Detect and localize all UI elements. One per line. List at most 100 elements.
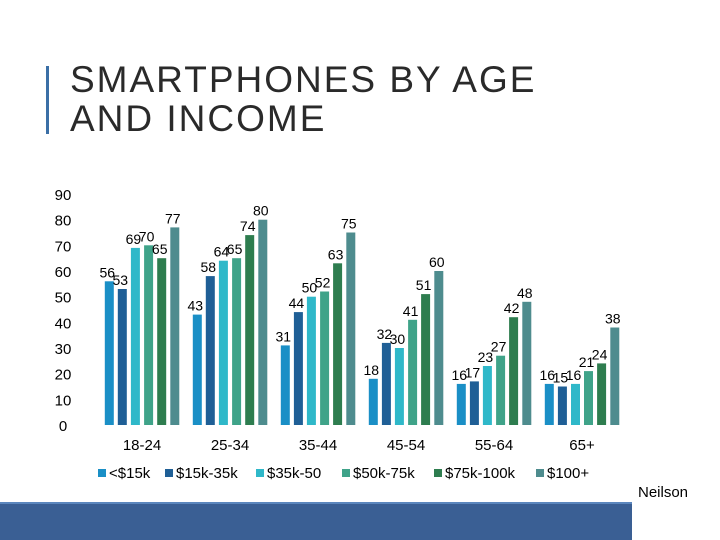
legend-label: $50k-75k xyxy=(353,465,415,482)
bar xyxy=(157,258,167,425)
data-label: 24 xyxy=(592,346,608,362)
data-label: 52 xyxy=(315,275,331,291)
data-label: 31 xyxy=(276,328,292,344)
x-category-label: 25-34 xyxy=(211,437,249,454)
data-label: 53 xyxy=(113,272,129,288)
y-tick-label: 40 xyxy=(55,315,72,332)
y-tick-label: 70 xyxy=(55,238,72,255)
data-label: 50 xyxy=(302,280,318,296)
bar xyxy=(584,371,593,425)
data-label: 48 xyxy=(517,285,533,301)
legend-swatch xyxy=(536,469,544,477)
data-label: 74 xyxy=(240,218,256,234)
data-label: 65 xyxy=(152,241,168,257)
bar xyxy=(130,247,140,425)
bar xyxy=(456,383,466,425)
bar xyxy=(522,301,532,425)
legend-label: <$15k xyxy=(109,465,151,482)
data-label: 41 xyxy=(403,303,419,319)
bar xyxy=(482,366,492,425)
data-label: 16 xyxy=(452,367,468,383)
x-category-label: 18-24 xyxy=(123,437,161,454)
data-label: 16 xyxy=(540,367,556,383)
bar xyxy=(320,291,330,425)
data-label: 15 xyxy=(553,370,569,386)
data-label: 42 xyxy=(504,300,520,316)
x-category-label: 65+ xyxy=(569,437,595,454)
bar xyxy=(258,219,268,425)
legend-label: $35k-50 xyxy=(267,465,321,482)
y-tick-label: 60 xyxy=(55,264,72,281)
bar xyxy=(232,258,242,425)
data-label: 27 xyxy=(491,339,507,355)
bar xyxy=(610,327,620,425)
legend-swatch xyxy=(98,469,106,477)
title-accent-bar xyxy=(46,66,49,134)
source-credit: Neilson xyxy=(638,484,689,501)
footer-band xyxy=(0,502,720,540)
data-label: 18 xyxy=(364,362,380,378)
data-label: 43 xyxy=(188,298,204,314)
bar xyxy=(293,312,303,425)
data-label: 44 xyxy=(289,295,305,311)
bar xyxy=(218,260,228,425)
bar xyxy=(434,271,444,425)
data-label: 65 xyxy=(227,241,243,257)
y-tick-label: 80 xyxy=(55,213,72,230)
bar xyxy=(104,281,114,425)
legend-label: $100+ xyxy=(547,465,589,482)
bar xyxy=(205,276,215,425)
data-label: 16 xyxy=(566,367,582,383)
y-tick-label: 0 xyxy=(59,418,67,435)
bar xyxy=(144,245,154,425)
legend-swatch xyxy=(165,469,173,477)
y-tick-label: 30 xyxy=(55,341,72,358)
page-title: SMARTPHONES BY AGE AND INCOME xyxy=(70,59,537,139)
bar xyxy=(394,348,404,425)
y-tick-label: 90 xyxy=(55,187,72,204)
x-category-label: 55-64 xyxy=(475,437,513,454)
bar xyxy=(469,381,479,425)
data-label: 64 xyxy=(214,244,230,260)
data-label: 56 xyxy=(100,264,116,280)
bar xyxy=(117,289,127,425)
y-tick-label: 10 xyxy=(55,392,72,409)
bar xyxy=(557,386,567,425)
bar xyxy=(597,363,607,425)
bar xyxy=(544,383,554,425)
bar xyxy=(509,317,519,425)
data-label: 80 xyxy=(253,203,269,219)
legend-swatch xyxy=(342,469,350,477)
data-label: 30 xyxy=(390,331,406,347)
bar xyxy=(381,342,391,425)
legend-swatch xyxy=(256,469,264,477)
data-label: 23 xyxy=(478,349,494,365)
data-label: 51 xyxy=(416,277,432,293)
legend-label: $75k-100k xyxy=(445,465,516,482)
data-label: 75 xyxy=(341,216,357,232)
bar xyxy=(245,235,255,425)
data-label: 38 xyxy=(605,311,621,327)
data-label: 32 xyxy=(377,326,393,342)
data-label: 63 xyxy=(328,246,344,262)
footer-gap xyxy=(632,502,720,540)
bar xyxy=(192,314,202,425)
bar xyxy=(346,232,356,425)
data-label: 17 xyxy=(465,364,481,380)
data-label: 58 xyxy=(201,259,217,275)
data-label: 70 xyxy=(139,228,155,244)
bar xyxy=(280,345,290,425)
bar xyxy=(408,319,418,425)
data-label: 69 xyxy=(126,231,142,247)
footer-strip xyxy=(0,502,720,504)
bar xyxy=(170,227,180,425)
bar xyxy=(368,378,378,425)
y-tick-label: 20 xyxy=(55,367,72,384)
data-label: 77 xyxy=(165,210,181,226)
legend-label: $15k-35k xyxy=(176,465,238,482)
bar xyxy=(306,296,316,425)
legend-swatch xyxy=(434,469,442,477)
data-label: 60 xyxy=(429,254,445,270)
bar xyxy=(333,263,343,425)
x-category-label: 35-44 xyxy=(299,437,337,454)
